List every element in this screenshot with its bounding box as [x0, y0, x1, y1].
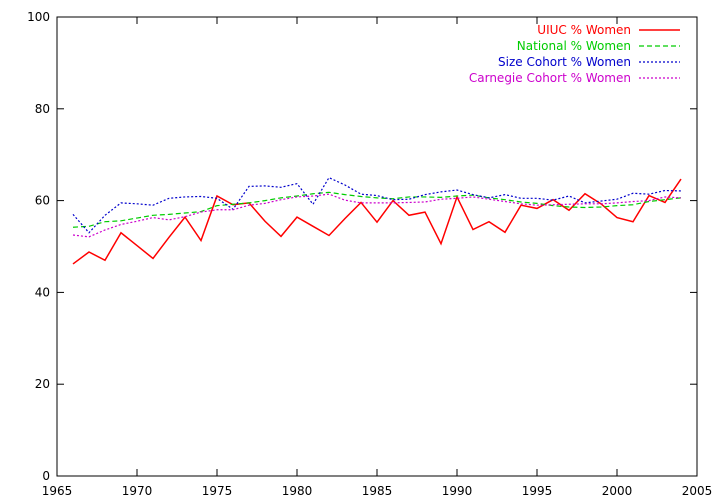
x-tick-label: 1965	[42, 484, 73, 498]
y-tick-label: 20	[35, 377, 50, 391]
series-lines	[72, 176, 682, 265]
y-tick-label: 100	[27, 10, 50, 24]
legend-label: Carnegie Cohort % Women	[469, 71, 631, 85]
y-tick-label: 0	[42, 469, 50, 483]
series-line-1	[72, 178, 682, 265]
x-tick-label: 2000	[602, 484, 633, 498]
y-tick-label: 60	[35, 194, 50, 208]
x-tick-label: 2005	[682, 484, 713, 498]
legend: UIUC % Women National % Women Size Cohort …	[469, 23, 680, 85]
axis-ticks: 1965 1970 1975 1980 1985 1990 1995 2000 2005 0 20 4…	[27, 10, 712, 498]
x-tick-label: 1990	[442, 484, 473, 498]
y-tick-label: 40	[35, 285, 50, 299]
legend-label: National % Women	[517, 39, 631, 53]
series-line-4	[72, 193, 682, 238]
series-line-3	[72, 176, 682, 234]
series-line-2	[72, 191, 682, 228]
x-tick-label: 1985	[362, 484, 393, 498]
legend-label: UIUC % Women	[537, 23, 631, 37]
legend-label: Size Cohort % Women	[498, 55, 631, 69]
y-tick-label: 80	[35, 102, 50, 116]
plot-frame	[56, 16, 698, 477]
x-tick-label: 1970	[122, 484, 153, 498]
x-tick-label: 1975	[202, 484, 233, 498]
x-tick-label: 1995	[522, 484, 553, 498]
x-tick-label: 1980	[282, 484, 313, 498]
